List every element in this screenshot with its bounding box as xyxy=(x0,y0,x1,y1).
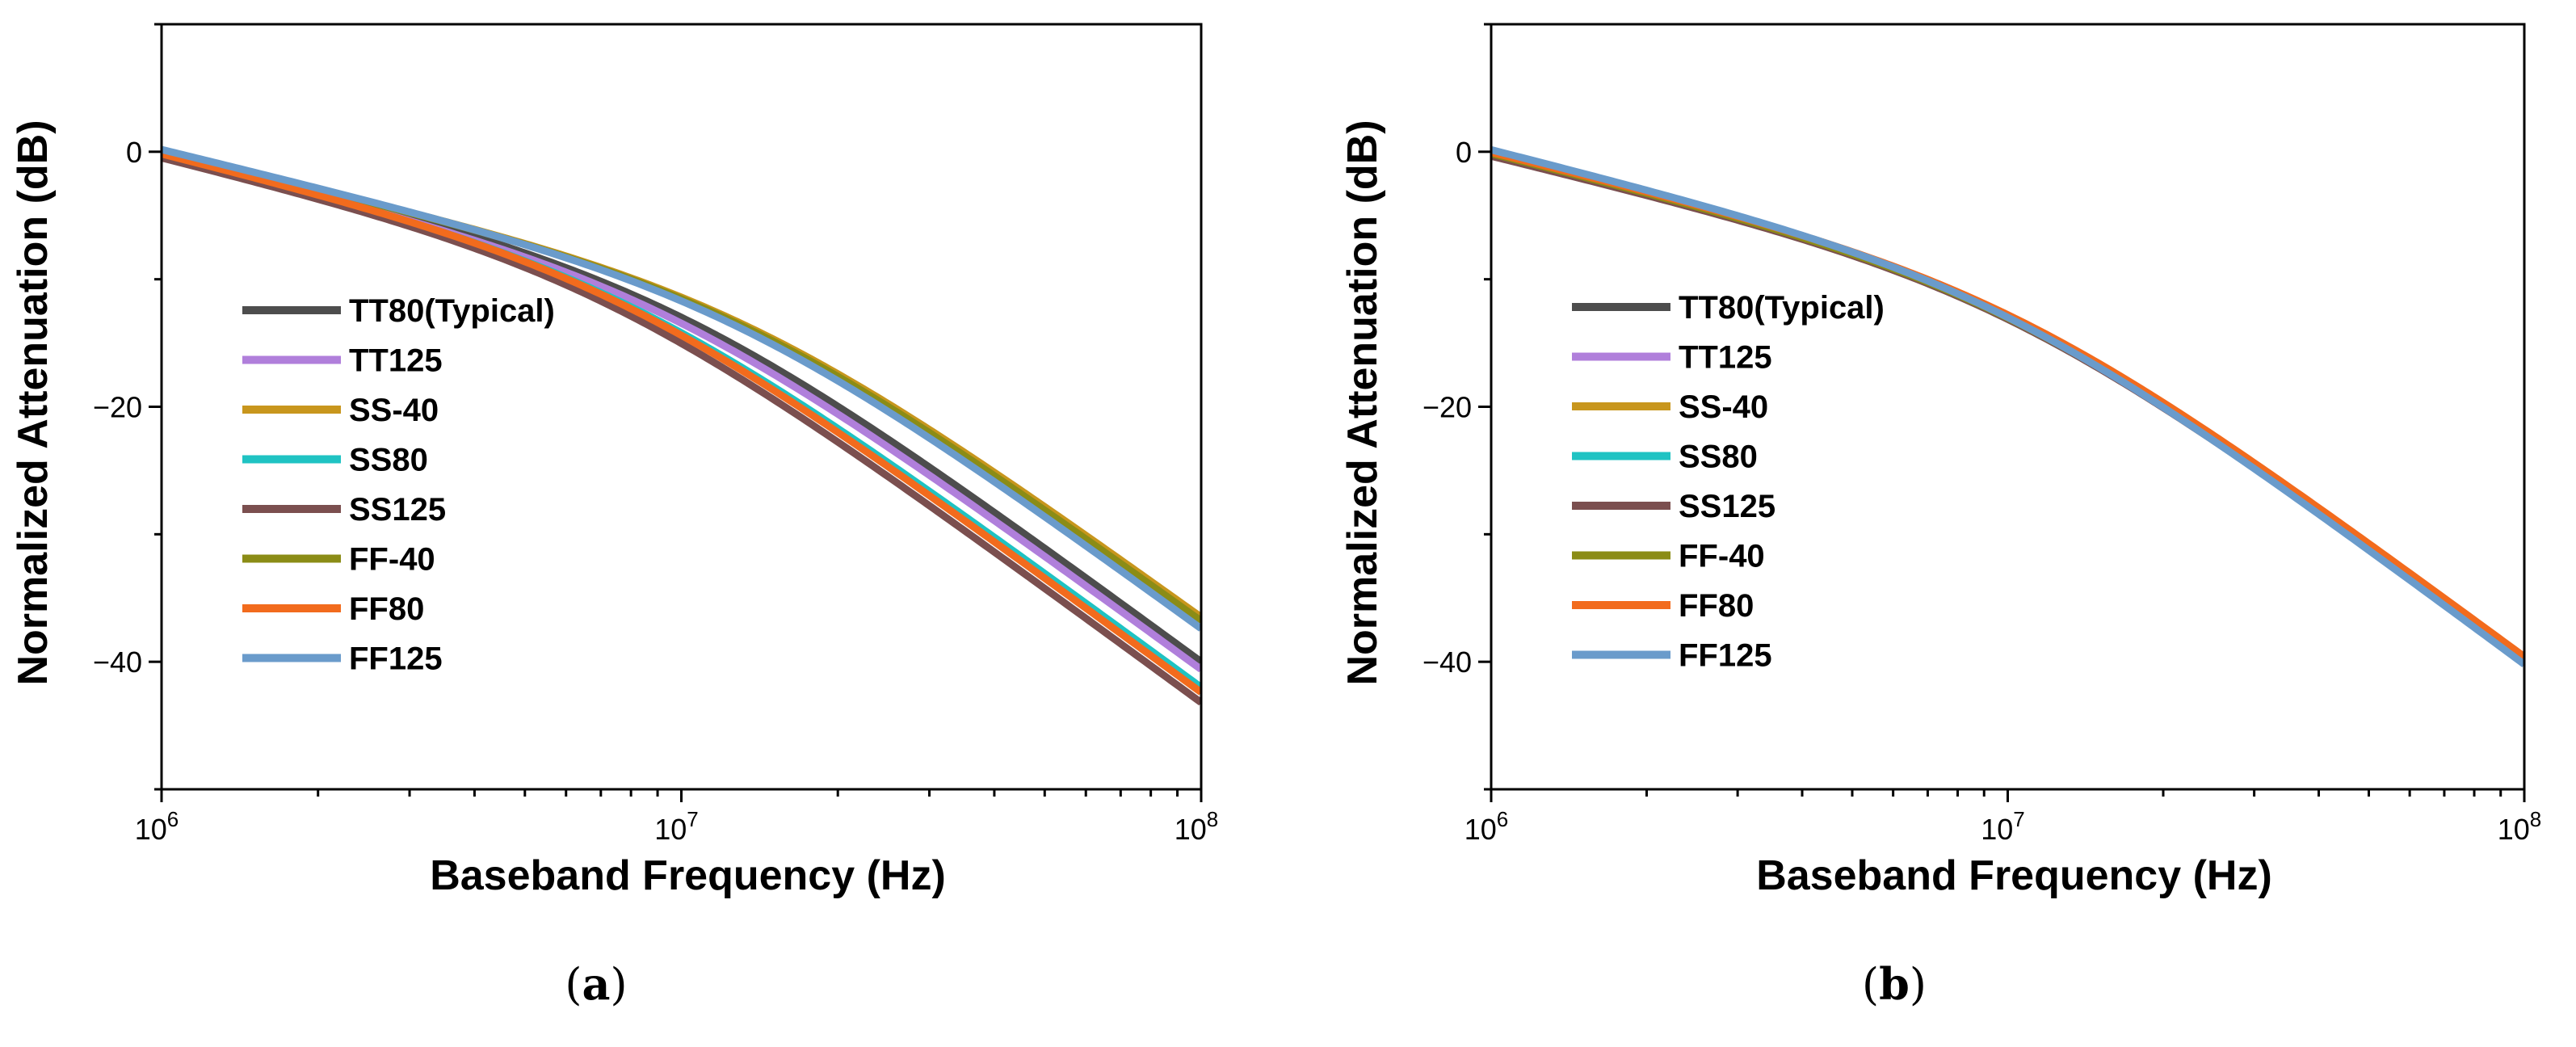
chart-panel-a: 0 −20 −40 106 107 108 Baseband Frequency (Hz) N… xyxy=(10,23,1219,1010)
legend-label: FF125 xyxy=(1679,638,1772,674)
legend-label: SS-40 xyxy=(349,393,439,428)
series-line-ss125 xyxy=(162,154,1201,706)
x-tick-label: 108 xyxy=(2498,807,2542,846)
y-tick-label: −20 xyxy=(1422,391,1472,424)
y-axis-title: Normalized Attenuation (dB) xyxy=(10,120,57,685)
y-tick-label: 0 xyxy=(1456,136,1472,169)
legend: TT80(Typical) TT125 SS-40 SS80 SS125 FF-40 FF8… xyxy=(242,293,555,677)
series-group xyxy=(1491,146,2524,667)
legend-label: FF-40 xyxy=(349,542,435,578)
panel-caption: (a) xyxy=(565,958,627,1010)
x-tick-label: 106 xyxy=(135,807,179,846)
y-tick-label: −40 xyxy=(93,645,142,679)
legend: TT80(Typical) TT125 SS-40 SS80 SS125 FF-40 FF8… xyxy=(1572,290,1885,674)
legend-label: TT125 xyxy=(1679,340,1772,376)
series-line-ff80 xyxy=(162,150,1201,696)
y-axis-title: Normalized Attenuation (dB) xyxy=(1339,120,1386,685)
series-line-ff125 xyxy=(162,145,1201,632)
y-tick-label: −40 xyxy=(1422,645,1472,679)
x-tick-label: 107 xyxy=(1981,807,2025,846)
x-tick-label: 107 xyxy=(654,807,699,846)
legend-label: FF125 xyxy=(349,641,443,677)
legend-label: SS80 xyxy=(349,443,428,478)
legend-label: SS-40 xyxy=(1679,389,1768,425)
legend-label: SS125 xyxy=(1679,489,1775,524)
series-group xyxy=(162,145,1201,706)
chart-panel-b: 0 −20 −40 106 107 108 Baseband Frequency (Hz) N… xyxy=(1339,23,2542,1010)
y-tick-label: 0 xyxy=(126,136,142,169)
x-axis-title: Baseband Frequency (Hz) xyxy=(430,852,946,899)
legend-label: TT80(Typical) xyxy=(1679,290,1885,326)
series-line-ff125 xyxy=(1491,146,2524,667)
legend-label: FF80 xyxy=(1679,588,1754,624)
legend-label: FF-40 xyxy=(1679,539,1765,574)
x-axis-title: Baseband Frequency (Hz) xyxy=(1756,852,2272,899)
legend-label: SS125 xyxy=(349,492,446,528)
x-tick-label: 108 xyxy=(1175,807,1219,846)
panel-caption: (b) xyxy=(1862,958,1927,1010)
legend-label: TT125 xyxy=(349,343,443,379)
legend-label: FF80 xyxy=(349,591,424,627)
legend-label: SS80 xyxy=(1679,439,1758,475)
legend-label: TT80(Typical) xyxy=(349,293,555,329)
y-tick-label: −20 xyxy=(93,391,142,424)
x-tick-label: 106 xyxy=(1464,807,1509,846)
